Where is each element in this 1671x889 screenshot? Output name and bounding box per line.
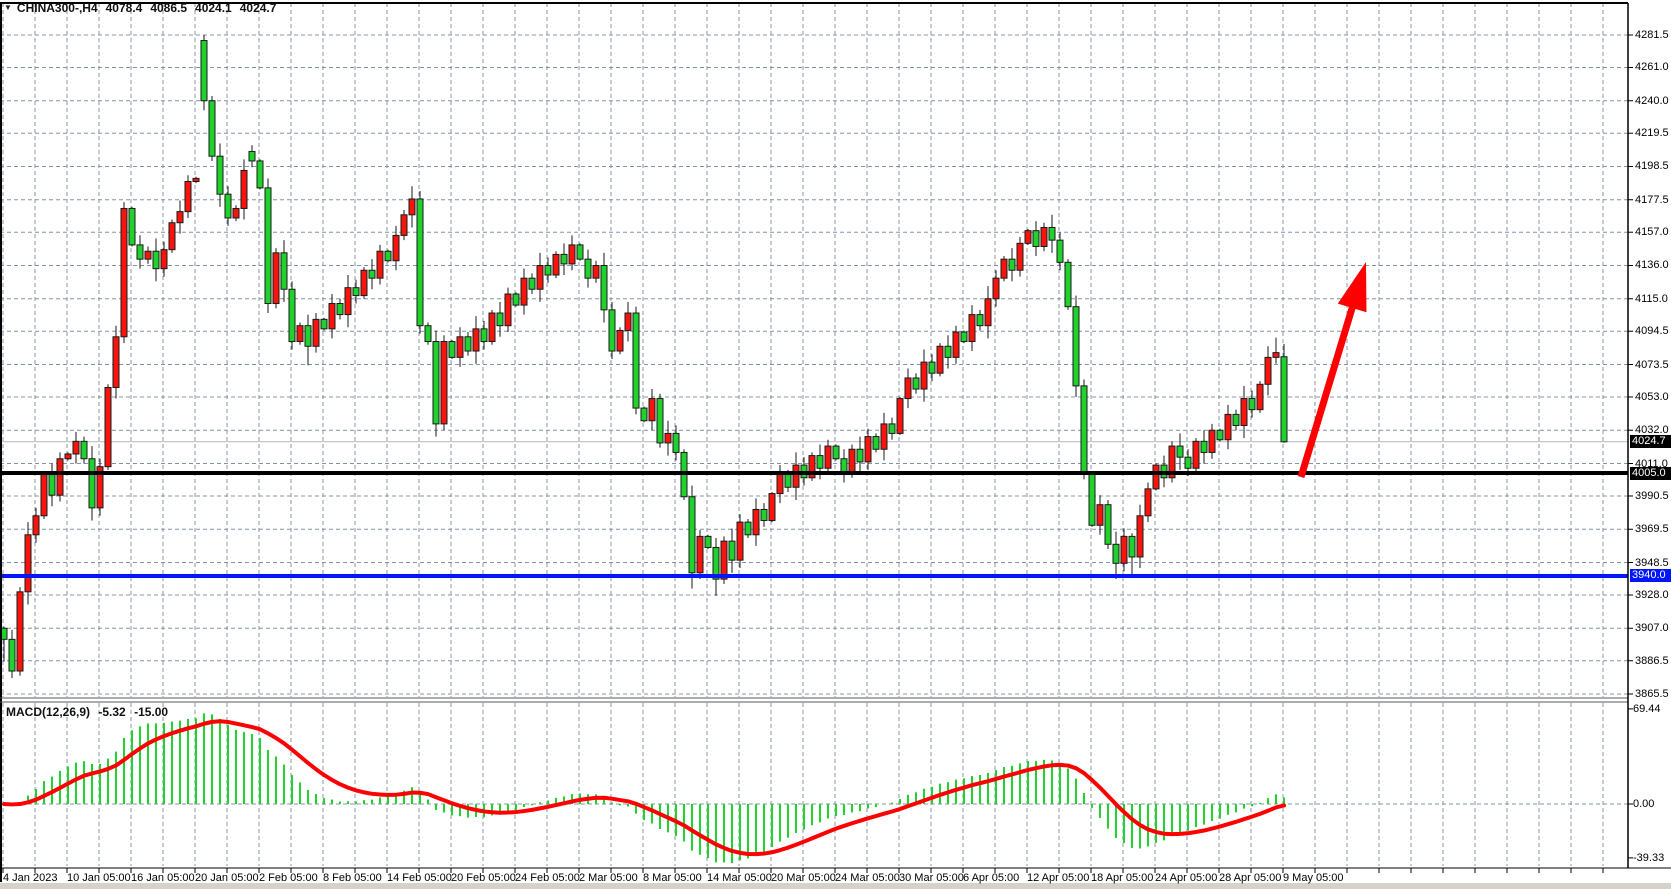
time-axis-label: 2 Feb 05:00 (259, 872, 318, 884)
price-axis-label: 3969.5 (1635, 523, 1669, 536)
time-axis-label: 8 Mar 05:00 (643, 872, 702, 884)
trend-arrow[interactable] (1297, 262, 1367, 479)
time-axis-label: 24 Mar 05:00 (835, 872, 900, 884)
time-axis-label: 14 Mar 05:00 (707, 872, 772, 884)
macd-label-name: MACD(12,26,9) (6, 705, 91, 719)
time-axis-label: 18 Apr 05:00 (1091, 872, 1154, 884)
macd-histogram (11, 713, 1285, 864)
price-axis-label: 4032.0 (1635, 424, 1669, 437)
macd-indicator-label: MACD(12,26,9) -5.32 -15.00 (6, 705, 173, 719)
chart-title: ▼ CHINA300-,H4 4078.4 4086.5 4024.1 4024… (4, 1, 284, 15)
time-axis-label: 6 Apr 05:00 (963, 872, 1020, 884)
macd-signal-line (2, 719, 1286, 857)
time-axis-label: 30 Mar 05:00 (899, 872, 964, 884)
price-axis-label: 3907.0 (1635, 622, 1669, 635)
time-axis-label: 24 Feb 05:00 (515, 872, 580, 884)
price-axis-label: 3948.5 (1635, 556, 1669, 569)
time-axis-label: 20 Jan 05:00 (195, 872, 259, 884)
price-axis-label: 3990.5 (1635, 489, 1669, 502)
price-axis-label: 4261.0 (1635, 61, 1669, 74)
time-axis-label: 28 Apr 05:00 (1219, 872, 1282, 884)
price-axis-label: 4219.5 (1635, 127, 1669, 140)
price-axis-label: 3928.0 (1635, 588, 1669, 601)
time-axis-label: 8 Feb 05:00 (323, 872, 382, 884)
time-axis-label: 14 Feb 05:00 (387, 872, 452, 884)
price-axis-label: 4094.5 (1635, 325, 1669, 338)
macd-main-value: -5.32 (98, 705, 126, 719)
support-price-tag: 3940.0 (1630, 569, 1671, 583)
time-axis-label: 16 Jan 05:00 (131, 872, 195, 884)
time-axis-label: 12 Apr 05:00 (1027, 872, 1090, 884)
price-axis-label: 3865.5 (1635, 688, 1669, 700)
current-price-tag: 4024.7 (1630, 435, 1671, 449)
macd-signal-value: -15.00 (134, 705, 169, 719)
time-axis-label: 24 Apr 05:00 (1155, 872, 1218, 884)
time-axis-label: 4 Jan 2023 (3, 872, 58, 884)
time-axis-label: 10 Jan 05:00 (67, 872, 131, 884)
title-open: 4078.4 (105, 1, 143, 15)
price-axis-label: 4281.5 (1635, 29, 1669, 41)
time-axis-label: 20 Mar 05:00 (771, 872, 836, 884)
resistance-price-tag: 4005.0 (1630, 466, 1671, 480)
price-axis-label: 4053.0 (1635, 390, 1669, 403)
macd-axis-label: -39.33 (1633, 851, 1665, 864)
price-axis-label: 3886.5 (1635, 654, 1669, 667)
macd-axis-label: 0.00 (1633, 798, 1655, 810)
title-symbol-timeframe: CHINA300-,H4 (16, 1, 98, 15)
price-axis-label: 4157.0 (1635, 226, 1669, 239)
price-axis-label: 4073.5 (1635, 358, 1669, 371)
time-axis-label: 20 Feb 05:00 (451, 872, 516, 884)
title-low: 4024.1 (195, 1, 232, 15)
time-axis-label: 9 May 05:00 (1283, 872, 1344, 884)
candlesticks (0, 35, 1288, 679)
title-close: 4024.7 (239, 1, 277, 15)
time-axis-label: 2 Mar 05:00 (579, 872, 638, 884)
price-axis-label: 4115.0 (1635, 292, 1668, 305)
price-axis-label: 4198.5 (1635, 160, 1669, 173)
price-axis-label: 4177.5 (1635, 193, 1669, 206)
title-high: 4086.5 (150, 1, 188, 15)
symbol-dropdown-icon[interactable]: ▼ (4, 2, 12, 12)
price-axis-label: 4136.0 (1635, 259, 1669, 272)
macd-axis-label: 69.44 (1633, 702, 1661, 715)
price-axis-label: 4240.0 (1635, 94, 1669, 107)
